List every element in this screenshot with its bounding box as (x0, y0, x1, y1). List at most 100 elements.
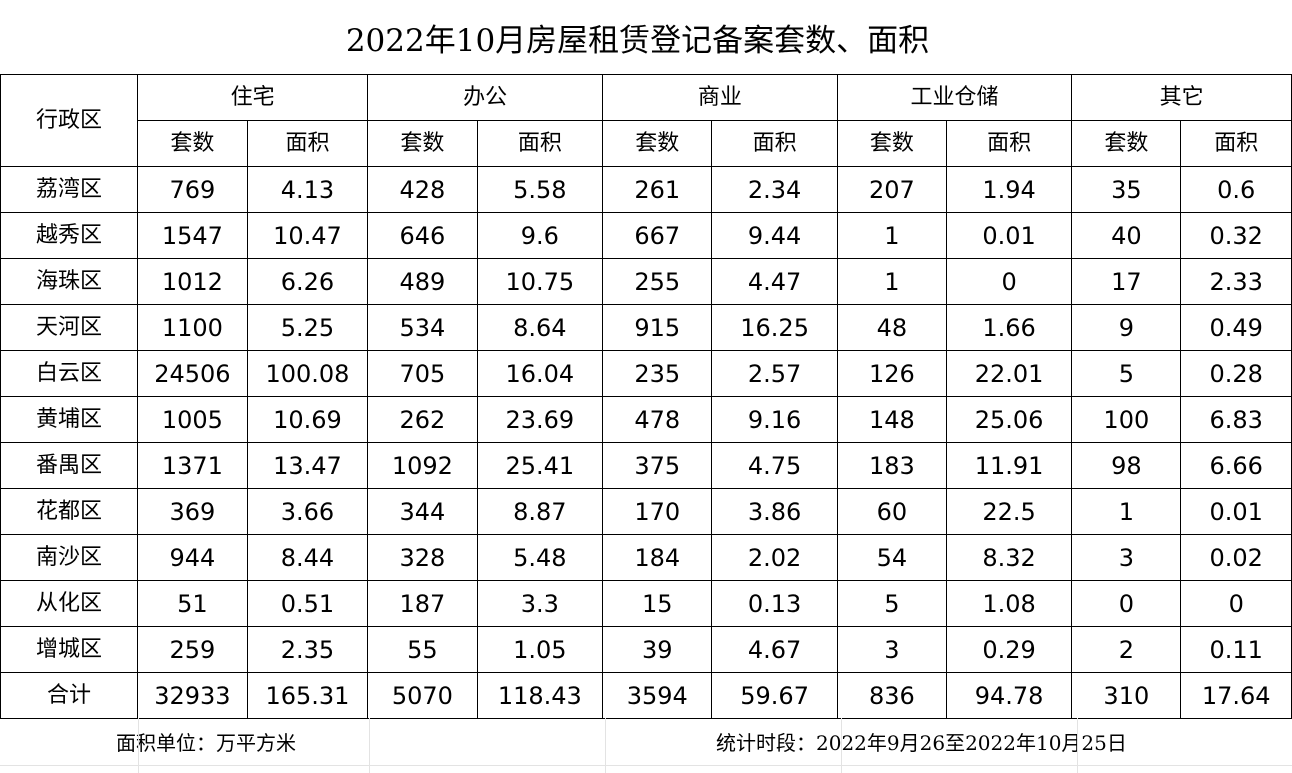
area-cell: 0.01 (1180, 488, 1292, 535)
count-cell: 32933 (137, 672, 248, 719)
header-row-subheaders: 套数 面积 套数 面积 套数 面积 套数 面积 套数 面积 (1, 120, 1292, 167)
area-cell: 5.58 (476, 166, 604, 213)
count-cell: 261 (602, 166, 713, 213)
header-row-categories: 行政区 住宅 办公 商业 工业仓储 其它 (0, 74, 1292, 167)
table-row: 南沙区 944 8.44 328 5.48 184 2.02 54 8.32 3 0.02 (0, 534, 1292, 581)
count-cell: 344 (367, 488, 478, 535)
subheader-area: 面积 (246, 120, 369, 167)
count-cell: 1 (836, 258, 947, 305)
count-cell: 3 (836, 626, 947, 673)
area-cell: 11.91 (945, 442, 1073, 489)
district-cell: 增城区 (0, 626, 139, 673)
district-header: 行政区 (0, 74, 139, 167)
district-cell: 从化区 (0, 580, 139, 627)
area-cell: 1.66 (945, 304, 1073, 351)
count-cell: 235 (602, 350, 713, 397)
count-cell: 1547 (137, 212, 248, 259)
area-cell: 1.05 (476, 626, 604, 673)
category-header-office: 办公 (367, 74, 604, 121)
area-cell: 0.51 (246, 580, 369, 627)
count-cell: 5070 (367, 672, 478, 719)
area-cell: 0.01 (945, 212, 1073, 259)
count-cell: 0 (1071, 580, 1182, 627)
count-cell: 262 (367, 396, 478, 443)
area-cell: 1.08 (945, 580, 1073, 627)
area-cell: 0.32 (1180, 212, 1292, 259)
table-row: 天河区 1100 5.25 534 8.64 915 16.25 48 1.66 9 0.49 (0, 304, 1292, 351)
area-cell: 10.69 (246, 396, 369, 443)
count-cell: 3594 (602, 672, 713, 719)
district-cell: 天河区 (0, 304, 139, 351)
area-cell: 2.33 (1180, 258, 1292, 305)
count-cell: 40 (1071, 212, 1182, 259)
statistics-period-note: 统计时段：2022年9月26至2022年10月25日 (716, 731, 1127, 755)
area-cell: 17.64 (1180, 672, 1292, 719)
count-cell: 489 (367, 258, 478, 305)
category-header-other: 其它 (1071, 74, 1292, 121)
area-cell: 9.44 (711, 212, 838, 259)
area-cell: 0 (945, 258, 1073, 305)
area-cell: 9.6 (476, 212, 604, 259)
district-cell: 海珠区 (0, 258, 139, 305)
count-cell: 1012 (137, 258, 248, 305)
subheader-area: 面积 (476, 120, 604, 167)
count-cell: 184 (602, 534, 713, 581)
area-cell: 10.47 (246, 212, 369, 259)
area-cell: 1.94 (945, 166, 1073, 213)
area-cell: 8.44 (246, 534, 369, 581)
grid-line (605, 718, 606, 773)
count-cell: 1 (836, 212, 947, 259)
area-unit-note: 面积单位：万平方米 (116, 731, 296, 755)
count-cell: 98 (1071, 442, 1182, 489)
area-cell: 8.64 (476, 304, 604, 351)
count-cell: 55 (367, 626, 478, 673)
subheader-area: 面积 (945, 120, 1073, 167)
count-cell: 705 (367, 350, 478, 397)
table-row: 合计 32933 165.31 5070 118.43 3594 59.67 836 94.78… (0, 672, 1292, 719)
count-cell: 48 (836, 304, 947, 351)
count-cell: 54 (836, 534, 947, 581)
area-cell: 16.25 (711, 304, 838, 351)
count-cell: 667 (602, 212, 713, 259)
rental-registration-table: 行政区 住宅 办公 商业 工业仓储 其它 套数 面积 套数 面积 套数 面积 套… (0, 74, 1292, 719)
area-cell: 0.49 (1180, 304, 1292, 351)
count-cell: 17 (1071, 258, 1182, 305)
table-row: 番禺区 1371 13.47 1092 25.41 375 4.75 183 11.91 98 6.… (0, 442, 1292, 489)
district-cell: 南沙区 (0, 534, 139, 581)
count-cell: 915 (602, 304, 713, 351)
table-row: 白云区 24506 100.08 705 16.04 235 2.57 126 22.01 5 0.… (0, 350, 1292, 397)
district-cell: 白云区 (0, 350, 139, 397)
table-row: 从化区 51 0.51 187 3.3 15 0.13 5 1.08 0 0 (0, 580, 1292, 627)
subheader-count: 套数 (1071, 120, 1182, 167)
area-cell: 22.5 (945, 488, 1073, 535)
area-cell: 0.28 (1180, 350, 1292, 397)
category-header-residential: 住宅 (137, 74, 369, 121)
count-cell: 24506 (137, 350, 248, 397)
count-cell: 39 (602, 626, 713, 673)
area-cell: 6.66 (1180, 442, 1292, 489)
count-cell: 5 (1071, 350, 1182, 397)
grid-line (138, 718, 139, 773)
area-cell: 10.75 (476, 258, 604, 305)
area-cell: 118.43 (476, 672, 604, 719)
count-cell: 369 (137, 488, 248, 535)
area-cell: 6.26 (246, 258, 369, 305)
area-cell: 4.13 (246, 166, 369, 213)
subheader-count: 套数 (367, 120, 478, 167)
count-cell: 428 (367, 166, 478, 213)
district-cell: 番禺区 (0, 442, 139, 489)
count-cell: 646 (367, 212, 478, 259)
area-cell: 0.6 (1180, 166, 1292, 213)
area-cell: 4.67 (711, 626, 838, 673)
area-cell: 4.75 (711, 442, 838, 489)
count-cell: 944 (137, 534, 248, 581)
table-row: 黄埔区 1005 10.69 262 23.69 478 9.16 148 25.06 100 6.… (0, 396, 1292, 443)
table-row: 越秀区 1547 10.47 646 9.6 667 9.44 1 0.01 40 0.32 (0, 212, 1292, 259)
count-cell: 170 (602, 488, 713, 535)
count-cell: 207 (836, 166, 947, 213)
table-row: 海珠区 1012 6.26 489 10.75 255 4.47 1 0 17 2.33 (0, 258, 1292, 305)
area-cell: 0.13 (711, 580, 838, 627)
page-title: 2022年10月房屋租赁登记备案套数、面积 (345, 22, 930, 59)
district-cell: 越秀区 (0, 212, 139, 259)
area-cell: 8.87 (476, 488, 604, 535)
